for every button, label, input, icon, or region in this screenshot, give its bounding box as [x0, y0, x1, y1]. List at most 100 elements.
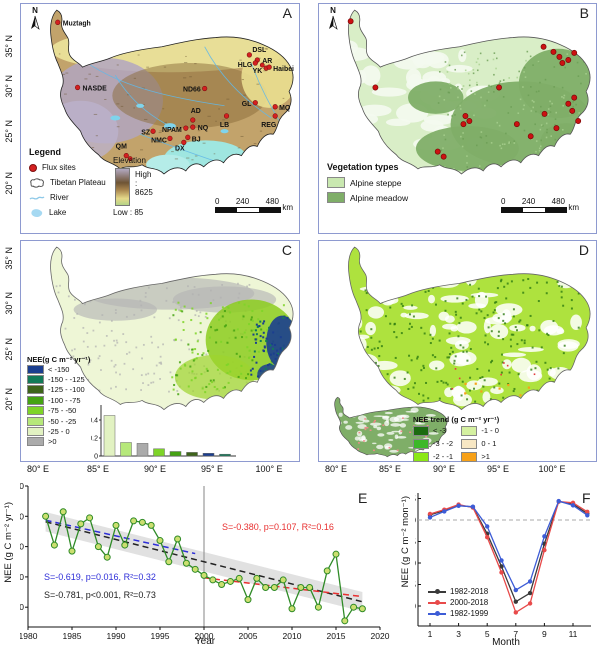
flux-site-label: BJ: [192, 136, 201, 143]
panel-label-e: E: [358, 490, 368, 506]
series-line-icon: [428, 610, 446, 616]
svg-text:1980: 1980: [20, 631, 38, 641]
scale-tick: 240: [521, 197, 536, 206]
flux-site-label: LB: [220, 122, 229, 129]
legend-item: -125 - -100: [27, 385, 90, 395]
f-y-axis-label: NEE (g C m⁻² mon⁻¹): [400, 496, 411, 588]
legend-item-label: -75 - -50: [48, 406, 77, 416]
legend-swatch: [27, 427, 44, 437]
svg-text:1990: 1990: [107, 631, 126, 641]
legend-item-label: -100 - -75: [48, 395, 81, 405]
flux-site-label: SZ: [141, 129, 151, 136]
svg-text:11: 11: [569, 629, 578, 637]
flux-site-label: DSL: [252, 47, 267, 54]
legend-item-label: -25 - 0: [48, 427, 70, 437]
svg-text:-10: -10: [20, 483, 24, 491]
svg-text:-20: -20: [415, 601, 416, 611]
svg-text:-10: -10: [415, 558, 416, 568]
flux-site-label: NASDE: [83, 85, 108, 92]
f-x-axis-label: Month: [492, 637, 520, 648]
flux-site-dot: [272, 104, 278, 110]
flux-site-dot: [550, 48, 557, 55]
legend-item: -75 - -50: [27, 406, 90, 416]
legend-item: -100 - -75: [27, 395, 90, 405]
legend-item: -3 - -2: [413, 437, 453, 450]
scale-tick: 480: [551, 197, 565, 206]
legend-item-label: < -3: [433, 426, 447, 435]
flux-site-dot: [571, 94, 578, 101]
series-label: 2000-2018: [450, 598, 489, 607]
legend-swatch: [413, 438, 429, 449]
svg-text:1995: 1995: [151, 631, 170, 641]
legend-item: Alpine meadow: [327, 190, 408, 205]
panel-a-flux-sites-map: Muztagh DSL AR HLG YK Haibei NASDE ND66 GL MQ REG L…: [20, 3, 300, 234]
stats-2000-2018: S=-0.380, p=0.107, R²=0.16: [222, 522, 334, 532]
legend-item-label: -3 - -2: [433, 439, 454, 448]
svg-text:-30: -30: [20, 542, 24, 552]
legend-item: >1: [461, 450, 499, 463]
flux-site-dot: [466, 118, 473, 125]
panel-label-d: D: [578, 242, 589, 258]
legend-swatch: [27, 406, 44, 416]
flux-site-dot: [167, 135, 173, 141]
svg-text:2020: 2020: [371, 631, 390, 641]
lat-label: 30° N: [4, 75, 14, 98]
lon-label: 100° E: [255, 464, 283, 474]
lat-label: 20° N: [4, 388, 14, 411]
legend-item-label: >1: [481, 452, 490, 461]
legend-item-label: Tibetan Plateau: [50, 178, 106, 187]
plateau-outline-icon: [30, 178, 44, 188]
legend-c: NEE(g C m⁻² yr⁻¹) < -150 -150 - -125 -125 …: [27, 355, 90, 447]
series-line-icon: [428, 599, 446, 605]
panel-e-annual-nee-chart: NEE (g C m⁻² yr⁻¹) -10 -20 -30 -40 -50 1980 19…: [0, 480, 398, 650]
legend-d: NEE trend (g C m⁻² yr⁻¹) < -3 -3 - -2 -2 -…: [413, 415, 499, 463]
flux-site-dot: [202, 85, 208, 92]
scale-tick: 0: [215, 197, 220, 206]
legend-item-label: -2 - -1: [433, 452, 454, 461]
svg-text:-40: -40: [20, 572, 24, 582]
panel-label-b: B: [579, 5, 589, 21]
f-legend-item: 1982-2018: [428, 586, 488, 597]
panel-d-nee-trend-map: D NEE trend (g C m⁻² yr⁻¹) < -3 -3 - -2 -2…: [318, 240, 597, 462]
svg-text:1: 1: [428, 629, 433, 637]
legend-swatch: [27, 416, 44, 426]
lon-label: 85° E: [86, 464, 110, 474]
lat-label: 25° N: [4, 338, 14, 361]
flux-site-dot: [190, 124, 196, 130]
lon-label: 90° E: [432, 464, 456, 474]
panel-f-monthly-nee-chart: NEE (g C m⁻² mon⁻¹) 5 0 -5 -10 -15 -20 1 3 5 7 9 11…: [398, 480, 600, 650]
svg-text:2005: 2005: [239, 631, 258, 641]
flux-site-dot: [541, 110, 548, 117]
legend-swatch: [413, 451, 429, 462]
flux-site-dot: [460, 121, 467, 128]
flux-site-dot: [540, 43, 547, 50]
svg-text:0.4: 0.4: [91, 418, 98, 425]
flux-site-label: MQ: [279, 105, 291, 112]
flux-site-dot: [75, 84, 81, 91]
legend-swatch: [461, 425, 478, 436]
north-label: N: [32, 6, 38, 15]
flux-site-icon: [29, 163, 37, 172]
panel-b-vegetation-map: N B Vegetation types Alpine steppe Alpine…: [318, 3, 597, 234]
legend-item: >0: [27, 437, 90, 447]
legend-swatch: [27, 385, 44, 395]
flux-site-label: REG: [261, 122, 277, 129]
lon-label: 80° E: [26, 464, 50, 474]
legend-swatch: [27, 395, 44, 405]
legend-item-label: Flux sites: [42, 163, 76, 172]
e-y-axis-label: NEE (g C m⁻² yr⁻¹): [3, 502, 14, 583]
legend-item-label: -50 - -25: [48, 416, 77, 426]
river-icon: [29, 195, 45, 200]
lon-label: 80° E: [324, 464, 348, 474]
series-line-icon: [428, 588, 446, 594]
flux-site-label: NPAM: [162, 127, 182, 134]
svg-text:2010: 2010: [283, 631, 302, 641]
legend-title: Vegetation types: [327, 162, 399, 172]
flux-site-dot: [440, 153, 447, 160]
legend-item: < -3: [413, 424, 453, 437]
scale-tick: 480: [265, 197, 279, 206]
legend-item: -25 - 0: [27, 426, 90, 437]
svg-text:2000: 2000: [195, 631, 214, 641]
elevation-gradient: [115, 168, 130, 206]
lon-label: 90° E: [143, 464, 167, 474]
